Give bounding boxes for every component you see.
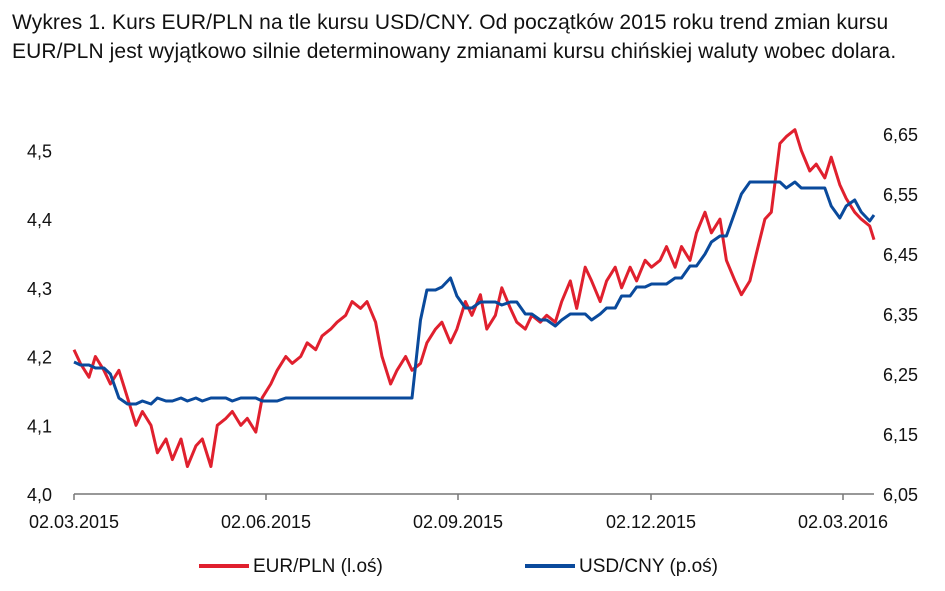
y-left-tick-label: 4,1: [27, 416, 52, 436]
y-right-tick-label: 6,35: [883, 305, 918, 325]
y-left-tick-label: 4,2: [27, 348, 52, 368]
series-line-eurpln: [72, 128, 876, 468]
x-tick-label: 02.12.2015: [606, 512, 696, 532]
legend-label-usdcny: USD/CNY (p.oś): [579, 556, 718, 577]
y-left-tick-label: 4,0: [27, 485, 52, 505]
y-right-tick-label: 6,45: [883, 245, 918, 265]
x-tick-label: 02.03.2016: [798, 512, 888, 532]
legend: EUR/PLN (l.oś) USD/CNY (p.oś): [199, 556, 718, 577]
x-tick-label: 02.03.2015: [29, 512, 119, 532]
series-lines: [72, 128, 876, 468]
y-right-tick-label: 6,55: [883, 185, 918, 205]
y-left-tick-label: 4,5: [27, 141, 52, 161]
y-right-tick-label: 6,05: [883, 485, 918, 505]
y-right-tick-label: 6,15: [883, 425, 918, 445]
axes: 02.03.2015 02.06.2015 02.09.2015 02.12.2015…: [27, 125, 918, 532]
legend-label-eurpln: EUR/PLN (l.oś): [253, 556, 383, 577]
x-tick-label: 02.09.2015: [413, 512, 503, 532]
y-left-tick-label: 4,4: [27, 210, 52, 230]
y-right-tick-label: 6,25: [883, 365, 918, 385]
x-tick-label: 02.06.2015: [221, 512, 311, 532]
y-left-tick-label: 4,3: [27, 279, 52, 299]
series-line-usdcny: [73, 180, 876, 406]
y-right-tick-label: 6,65: [883, 125, 918, 145]
chart-title: Wykres 1. Kurs EUR/PLN na tle kursu USD/…: [12, 11, 897, 63]
